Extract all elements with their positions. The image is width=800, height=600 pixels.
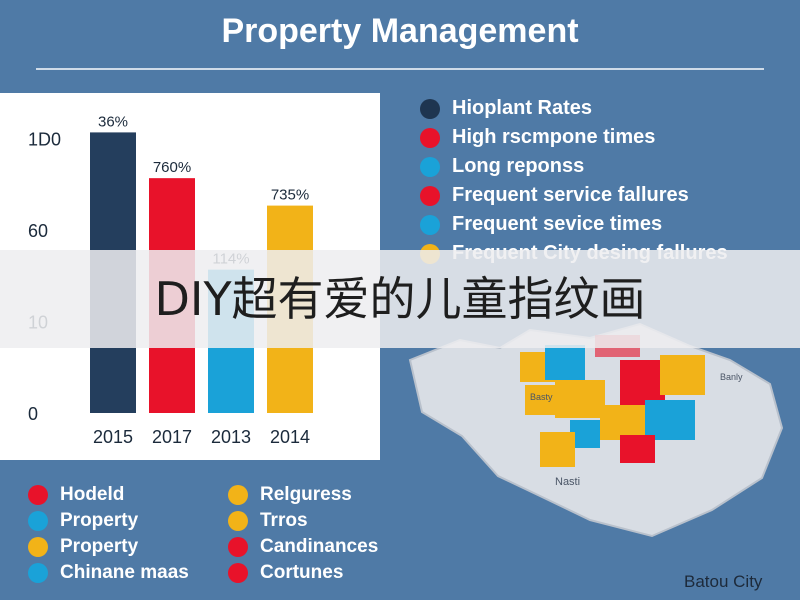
- map-district: [540, 432, 575, 467]
- bar-data-label: 760%: [153, 159, 191, 176]
- map-district: [660, 355, 705, 395]
- bottom-legend-item: Candinances: [228, 534, 428, 560]
- map-district: [525, 385, 560, 415]
- page-title: Property Management: [221, 12, 579, 50]
- legend-label: High rscmpone times: [452, 126, 656, 148]
- city-map: Nasti Basty Banly: [408, 322, 784, 538]
- bottom-legend-item: Relguress: [228, 482, 428, 508]
- legend-swatch: [420, 98, 440, 119]
- legend-label: Hioplant Rates: [452, 97, 593, 119]
- legend-swatch: [228, 485, 248, 505]
- x-tick-label: 2015: [93, 427, 133, 447]
- legend-swatch: [28, 537, 48, 557]
- bottom-legend-item: Property: [28, 508, 228, 534]
- map-label-banly: Banly: [720, 372, 743, 382]
- legend-label: Cortunes: [260, 562, 344, 583]
- legend-swatch: [420, 127, 440, 148]
- top-legend: Hioplant Rates High rscmpone times Long re…: [420, 94, 790, 268]
- overlay-banner: [0, 250, 800, 348]
- top-legend-item: High rscmpone times: [420, 123, 790, 152]
- bottom-legend: Hodeld Relguress Property Trros Property Cand…: [28, 482, 428, 586]
- legend-label: Hodeld: [60, 484, 125, 505]
- legend-label: Chinane maas: [60, 562, 189, 583]
- bar-data-label: 735%: [271, 187, 309, 204]
- top-legend-item: Frequent sevice times: [420, 210, 790, 239]
- legend-label: Property: [60, 536, 139, 557]
- map-district: [545, 345, 585, 380]
- legend-swatch: [28, 485, 48, 505]
- legend-swatch: [28, 511, 48, 531]
- legend-label: Frequent service fallures: [452, 184, 689, 206]
- legend-swatch: [420, 185, 440, 206]
- legend-swatch: [228, 537, 248, 557]
- legend-swatch: [228, 563, 248, 583]
- legend-swatch: [420, 214, 440, 235]
- overlay-banner-text: DIY超有爱的儿童指纹画: [154, 272, 646, 326]
- legend-label: Property: [60, 510, 139, 531]
- x-tick-label: 2014: [270, 427, 310, 447]
- y-tick-label: 60: [28, 221, 48, 241]
- bottom-legend-item: Hodeld: [28, 482, 228, 508]
- bottom-legend-item: Property: [28, 534, 228, 560]
- map-city-label: Batou City: [684, 572, 763, 591]
- top-legend-item: Long reponss: [420, 152, 790, 181]
- top-legend-item: Frequent service fallures: [420, 181, 790, 210]
- map-district: [645, 400, 695, 440]
- legend-label: Candinances: [260, 536, 379, 557]
- map-district: [620, 435, 655, 463]
- legend-label: Relguress: [260, 484, 352, 505]
- bottom-legend-item: Cortunes: [228, 560, 428, 586]
- map-district: [620, 360, 665, 405]
- legend-label: Frequent sevice times: [452, 213, 663, 235]
- legend-swatch: [28, 563, 48, 583]
- legend-swatch: [420, 156, 440, 177]
- bottom-legend-item: Trros: [228, 508, 428, 534]
- x-tick-label: 2013: [211, 427, 251, 447]
- bar-data-label: 36%: [98, 113, 128, 130]
- map-label-basty: Basty: [530, 392, 553, 402]
- x-tick-label: 2017: [152, 427, 192, 447]
- map-district: [555, 380, 605, 418]
- y-tick-label: 1D0: [28, 130, 61, 150]
- legend-label: Long reponss: [452, 155, 585, 177]
- map-label-nasti: Nasti: [555, 476, 580, 488]
- bottom-legend-item: Chinane maas: [28, 560, 228, 586]
- legend-swatch: [228, 511, 248, 531]
- legend-label: Trros: [260, 510, 308, 531]
- y-tick-label: 0: [28, 404, 38, 424]
- map-district: [600, 405, 645, 440]
- top-legend-item: Hioplant Rates: [420, 94, 790, 123]
- title-divider: [36, 68, 764, 70]
